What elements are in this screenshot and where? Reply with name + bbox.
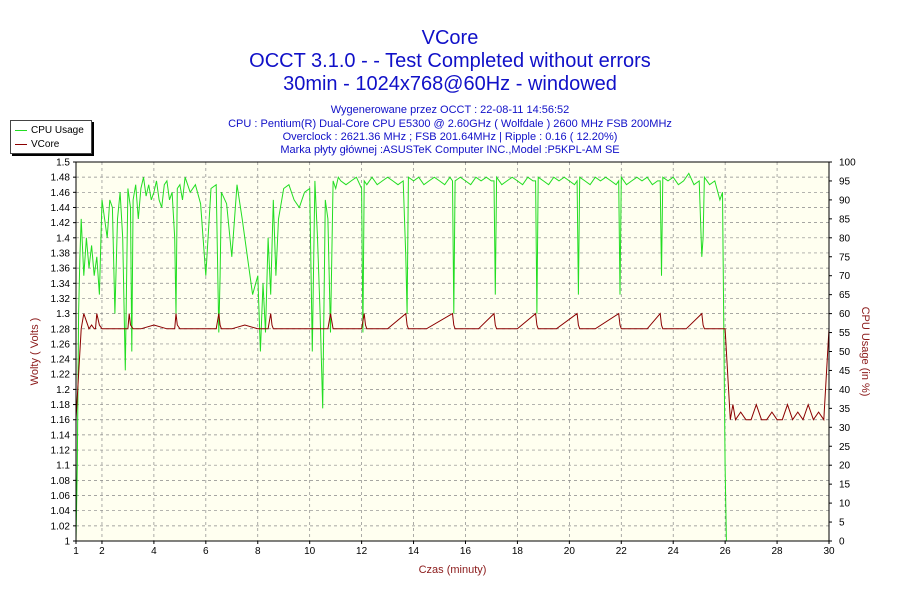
y-tick-label: 1.5: [56, 158, 70, 169]
y2-tick-label: 5: [839, 518, 845, 529]
y-tick-label: 1.08: [51, 476, 71, 487]
y2-tick-label: 65: [839, 290, 851, 301]
x-tick-label: 10: [304, 546, 316, 557]
y2-tick-label: 40: [839, 385, 851, 396]
x-tick-label: 30: [823, 546, 835, 557]
y-tick-label: 1.44: [51, 203, 71, 214]
chart-title: VCore: [421, 27, 479, 49]
y2-tick-label: 10: [839, 499, 851, 510]
y2-tick-label: 20: [839, 461, 851, 472]
y-tick-label: 1.24: [51, 355, 71, 366]
y-tick-label: 1.32: [51, 294, 71, 305]
x-tick-label: 28: [772, 546, 784, 557]
y-tick-label: 1.04: [51, 506, 71, 517]
chart-subtitle-test: OCCT 3.1.0 - - Test Completed without er…: [249, 50, 651, 72]
x-tick-label: 1: [73, 546, 79, 557]
y2-tick-label: 90: [839, 195, 851, 206]
y2-tick-label: 15: [839, 480, 851, 491]
y2-tick-label: 0: [839, 537, 845, 548]
y2-tick-label: 50: [839, 347, 851, 358]
y2-tick-label: 85: [839, 214, 851, 225]
info-generated: Wygenerowane przez OCCT : 22-08-11 14:56…: [330, 104, 570, 116]
y-tick-label: 1.46: [51, 188, 71, 199]
x-tick-label: 6: [203, 546, 209, 557]
y-tick-label: 1.06: [51, 491, 71, 502]
info-motherboard: Marka płyty głównej :ASUSTeK Computer IN…: [280, 144, 620, 156]
y2-tick-label: 75: [839, 252, 851, 263]
y2-tick-label: 70: [839, 271, 851, 282]
y-tick-label: 1: [64, 537, 70, 548]
y-tick-label: 1.28: [51, 324, 71, 335]
legend-item-vcore: VCore: [15, 138, 59, 150]
legend-item-cpu: CPU Usage: [15, 124, 84, 136]
y2-tick-label: 80: [839, 233, 851, 244]
chart-subtitle-duration: 30min - 1024x768@60Hz - windowed: [283, 73, 617, 95]
x-tick-label: 8: [255, 546, 261, 557]
y-tick-label: 1.3: [56, 309, 70, 320]
x-tick-label: 18: [512, 546, 524, 557]
x-tick-label: 26: [720, 546, 732, 557]
y-tick-label: 1.4: [56, 233, 70, 244]
axes: [73, 161, 832, 544]
y-tick-label: 1.38: [51, 248, 71, 259]
legend-label-cpu: CPU Usage: [31, 124, 84, 136]
legend-label-vcore: VCore: [31, 138, 60, 150]
y-tick-label: 1.48: [51, 173, 71, 184]
x-tick-label: 12: [356, 546, 368, 557]
y2-tick-label: 100: [839, 158, 856, 169]
y-tick-label: 1.26: [51, 339, 71, 350]
info-cpu: CPU : Pentium(R) Dual-Core CPU E5300 @ 2…: [228, 118, 672, 130]
tick-labels: 1 2 4 6 8 10 12 14 16 18 20 22 24 26 28 3011.021.041.06…: [51, 158, 857, 558]
series-layer: [75, 172, 830, 542]
y-tick-label: 1.12: [51, 446, 71, 457]
y-tick-label: 1.2: [56, 385, 70, 396]
y2-tick-label: 30: [839, 423, 851, 434]
y-tick-label: 1.1: [56, 461, 70, 472]
y-tick-label: 1.02: [51, 521, 71, 532]
cpu-usage-line: [75, 172, 727, 542]
y-tick-label: 1.22: [51, 370, 71, 381]
legend: CPU Usage VCore: [10, 120, 92, 154]
vcore-line: [75, 312, 830, 422]
y2-axis-title: CPU Usage (in %): [859, 307, 871, 397]
y2-tick-label: 55: [839, 328, 851, 339]
y2-tick-label: 25: [839, 442, 851, 453]
x-tick-label: 24: [668, 546, 680, 557]
info-overclock: Overclock : 2621.36 MHz ; FSB 201.64MHz …: [282, 131, 618, 143]
x-tick-label: 20: [564, 546, 576, 557]
legend-swatch-cpu: [15, 129, 27, 131]
y2-tick-label: 60: [839, 309, 851, 320]
y-tick-label: 1.34: [51, 279, 71, 290]
y-tick-label: 1.16: [51, 415, 71, 426]
x-tick-label: 22: [616, 546, 628, 557]
y-tick-label: 1.36: [51, 264, 71, 275]
y-tick-label: 1.18: [51, 400, 71, 411]
y2-tick-label: 35: [839, 404, 851, 415]
x-tick-label: 14: [408, 546, 420, 557]
y-tick-label: 1.42: [51, 218, 71, 229]
legend-swatch-vcore: [15, 143, 27, 145]
x-tick-label: 4: [151, 546, 157, 557]
y-axis-title: Wolty ( Volts ): [29, 318, 41, 386]
y2-tick-label: 45: [839, 366, 851, 377]
x-axis-title: Czas (minuty): [419, 564, 487, 576]
y-tick-label: 1.14: [51, 430, 71, 441]
y2-tick-label: 95: [839, 176, 851, 187]
x-tick-label: 16: [460, 546, 472, 557]
plot-border: [75, 161, 830, 542]
x-tick-label: 2: [99, 546, 105, 557]
